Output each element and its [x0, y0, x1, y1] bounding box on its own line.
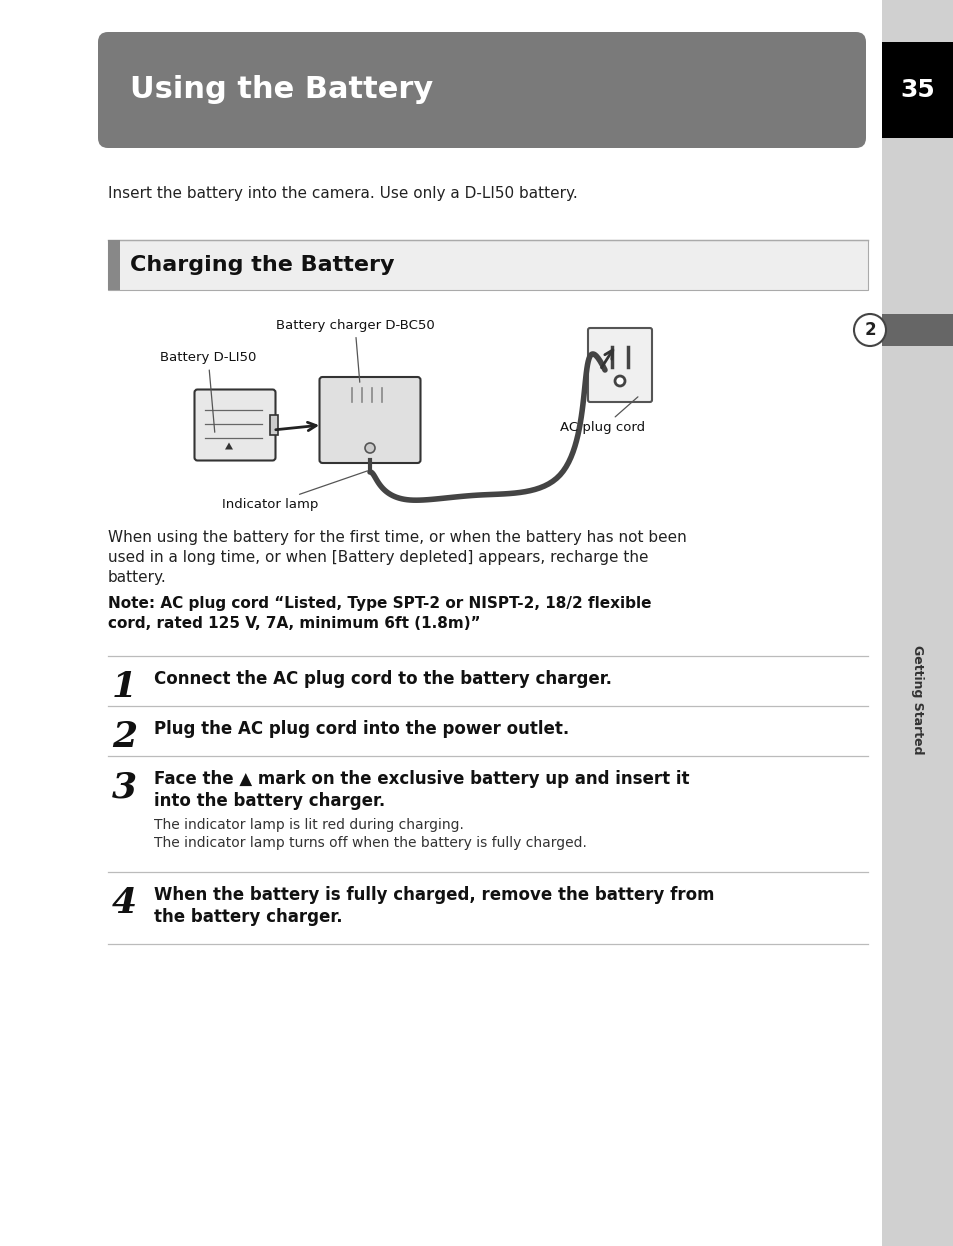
FancyBboxPatch shape	[587, 328, 651, 402]
Text: When the battery is fully charged, remove the battery from: When the battery is fully charged, remov…	[153, 886, 714, 905]
Text: Insert the battery into the camera. Use only a D-LI50 battery.: Insert the battery into the camera. Use …	[108, 186, 578, 201]
Text: used in a long time, or when [Battery depleted] appears, recharge the: used in a long time, or when [Battery de…	[108, 549, 648, 564]
Bar	[108, 240, 867, 290]
Text: battery.: battery.	[108, 569, 167, 586]
Circle shape	[615, 376, 624, 386]
Bar	[882, 0, 953, 1246]
Text: 3: 3	[112, 770, 137, 804]
Bar	[108, 240, 120, 290]
Text: 35: 35	[900, 78, 934, 102]
Text: Plug the AC plug cord into the power outlet.: Plug the AC plug cord into the power out…	[153, 720, 569, 738]
Text: 2: 2	[863, 321, 875, 339]
FancyBboxPatch shape	[194, 390, 275, 461]
Text: Using the Battery: Using the Battery	[130, 76, 433, 105]
Bar	[271, 415, 278, 435]
Text: The indicator lamp is lit red during charging.: The indicator lamp is lit red during cha…	[153, 819, 463, 832]
Text: Note: AC plug cord “Listed, Type SPT-2 or NISPT-2, 18/2 flexible: Note: AC plug cord “Listed, Type SPT-2 o…	[108, 596, 651, 611]
Text: Face the ▲ mark on the exclusive battery up and insert it: Face the ▲ mark on the exclusive battery…	[153, 770, 689, 787]
Text: AC plug cord: AC plug cord	[559, 396, 644, 435]
Text: into the battery charger.: into the battery charger.	[153, 792, 385, 810]
FancyBboxPatch shape	[319, 378, 420, 464]
Polygon shape	[225, 442, 233, 450]
Bar	[882, 42, 953, 138]
Text: 1: 1	[112, 670, 137, 704]
FancyBboxPatch shape	[98, 32, 865, 148]
Text: Connect the AC plug cord to the battery charger.: Connect the AC plug cord to the battery …	[153, 670, 612, 688]
Circle shape	[853, 314, 885, 346]
Bar	[882, 314, 953, 346]
Text: Battery D-LI50: Battery D-LI50	[160, 351, 256, 432]
Text: Getting Started: Getting Started	[910, 645, 923, 755]
Text: 2: 2	[112, 720, 137, 754]
Circle shape	[365, 444, 375, 454]
Text: Indicator lamp: Indicator lamp	[222, 471, 367, 511]
Text: cord, rated 125 V, 7A, minimum 6ft (1.8m)”: cord, rated 125 V, 7A, minimum 6ft (1.8m…	[108, 616, 480, 630]
Text: 4: 4	[112, 886, 137, 920]
Text: The indicator lamp turns off when the battery is fully charged.: The indicator lamp turns off when the ba…	[153, 836, 586, 850]
Text: the battery charger.: the battery charger.	[153, 908, 342, 926]
Text: When using the battery for the first time, or when the battery has not been: When using the battery for the first tim…	[108, 530, 686, 545]
Text: Battery charger D-BC50: Battery charger D-BC50	[275, 319, 434, 383]
Text: Charging the Battery: Charging the Battery	[130, 255, 395, 275]
